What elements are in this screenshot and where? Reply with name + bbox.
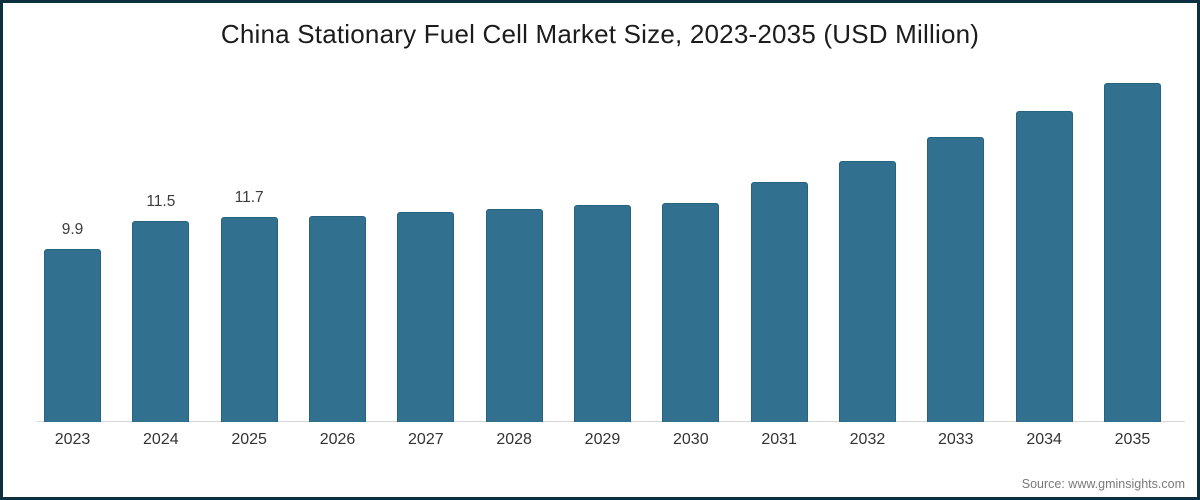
x-axis-tick-label-2032: 2032 [849, 431, 886, 448]
bar-2033: 2033 [927, 136, 985, 448]
bar-2030: 2030 [662, 203, 720, 448]
x-axis-tick-label-2023: 2023 [54, 431, 91, 448]
x-axis-tick-label-2030: 2030 [673, 431, 709, 448]
bar-2031: 2031 [750, 182, 808, 448]
x-axis-tick-label-2025: 2025 [231, 431, 267, 448]
x-axis-tick-label-2024: 2024 [143, 431, 179, 448]
x-axis-tick-label-2027: 2027 [408, 431, 444, 448]
x-axis-tick-label-2034: 2034 [1026, 431, 1062, 448]
bar-2025: 11.7 2025 [220, 189, 278, 448]
bar-2026: 2026 [308, 215, 366, 448]
x-axis-tick-label-2031: 2031 [761, 431, 797, 448]
bar-2028: 2028 [485, 208, 543, 448]
x-axis-tick-label-2029: 2029 [584, 431, 621, 448]
bar-value-label-2025: 11.7 [234, 189, 264, 207]
source-attribution: Source: www.gminsights.com [1021, 477, 1185, 491]
bar-value-label-2023: 9.9 [61, 220, 84, 238]
x-axis-tick-label-2033: 2033 [937, 431, 974, 448]
bar-2023: 9.9 2023 [44, 221, 101, 448]
x-axis-tick-label-2026: 2026 [319, 431, 356, 448]
x-axis-tick-label-2035: 2035 [1114, 431, 1151, 448]
x-axis-tick-label-2028: 2028 [496, 431, 532, 448]
bar-2034: 2034 [1015, 110, 1073, 448]
bar-chart-plot: 9.9 2023 11.5 2024 11.7 2025 2026 2027 2028 2029 2… [44, 82, 1161, 448]
bar-2024: 11.5 2024 [132, 193, 190, 448]
bar-value-label-2024: 11.5 [146, 192, 176, 210]
chart-title: China Stationary Fuel Cell Market Size, … [220, 19, 980, 49]
bar-2032: 2032 [838, 161, 896, 448]
bar-2035: 2035 [1103, 82, 1161, 448]
bar-2027: 2027 [397, 212, 455, 448]
bar-2029: 2029 [573, 205, 631, 448]
